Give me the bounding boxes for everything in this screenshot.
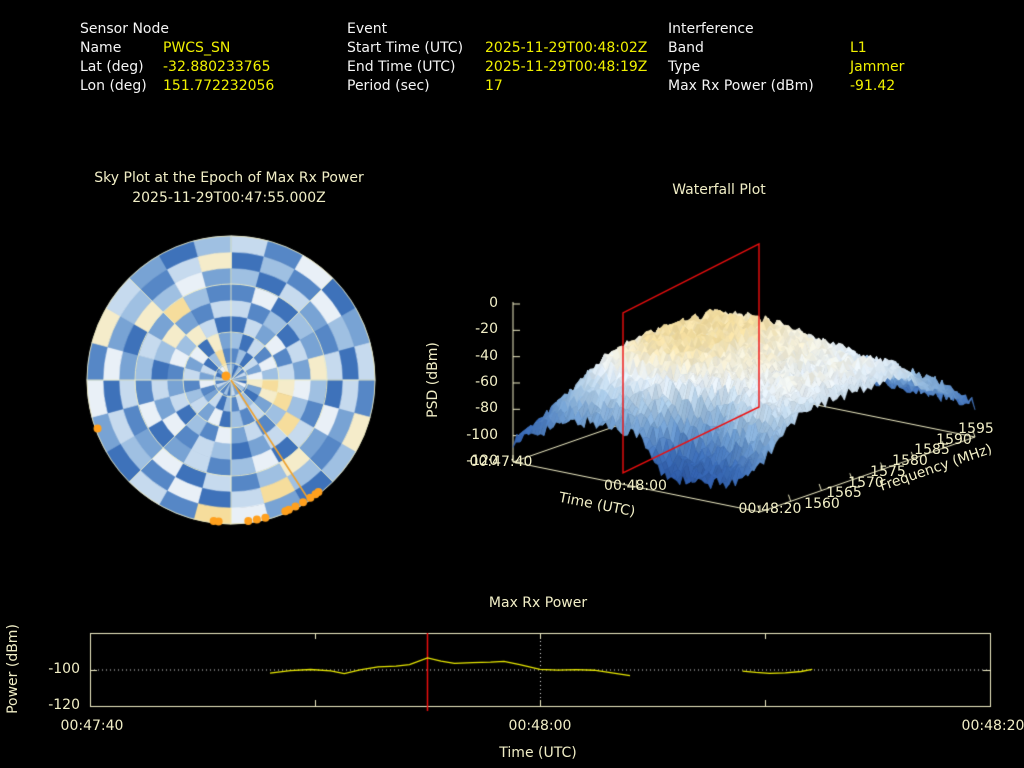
interference-row-value: -91.42 <box>850 78 896 94</box>
wf-freq-tick-label: 1585 <box>914 442 950 459</box>
event-row-label: Start Time (UTC) <box>347 40 464 56</box>
event-row-value: 17 <box>485 78 503 94</box>
event-row-value: 2025-11-29T00:48:02Z <box>485 40 648 56</box>
wf-psd-tick-label: -120 <box>466 452 498 469</box>
waterfall-title: Waterfall Plot <box>672 182 766 198</box>
interference-row-label: Band <box>668 40 704 56</box>
wf-psd-tick-label: -60 <box>475 373 498 390</box>
power-x-tick-label: 00:48:00 <box>508 718 572 734</box>
sensor-row-value: -32.880233765 <box>163 59 271 75</box>
power-y-tick-label: -120 <box>48 697 80 713</box>
sensor-row-value: PWCS_SN <box>163 40 231 56</box>
sky-plot-subtitle: 2025-11-29T00:47:55.000Z <box>132 190 326 206</box>
sensor-row-label: Lon (deg) <box>80 78 147 94</box>
wf-psd-tick-label: -80 <box>475 400 498 417</box>
wf-psd-tick-label: -40 <box>475 347 498 364</box>
wf-freq-tick-label: 1560 <box>804 496 840 512</box>
power-y-tick-label: -100 <box>48 661 80 677</box>
time-axis-label: Time (UTC) <box>499 745 577 761</box>
sensor-row-value: 151.772232056 <box>163 78 275 94</box>
event-section-title: Event <box>347 21 388 37</box>
interference-row-label: Type <box>668 59 701 75</box>
wf-freq-tick-label: 1570 <box>848 474 884 491</box>
wf-freq-tick-label: 1590 <box>936 431 972 448</box>
interference-row-value: L1 <box>850 40 867 56</box>
sensor-section-title: Sensor Node <box>80 21 169 37</box>
interference-section-title: Interference <box>668 21 754 37</box>
event-row-label: End Time (UTC) <box>347 59 456 75</box>
wf-psd-tick-label: -20 <box>475 321 498 338</box>
wf-freq-tick-label: 1580 <box>892 453 928 470</box>
power-x-tick-label: 00:48:20 <box>961 718 1024 734</box>
wf-time-tick-label: 00:47:40 <box>469 454 533 470</box>
wf-time-tick-label: 00:48:20 <box>738 501 802 517</box>
interference-row-value: Jammer <box>850 59 905 75</box>
wf-psd-tick-label: 0 <box>489 295 498 311</box>
power-plot-title: Max Rx Power <box>488 595 588 611</box>
wf-freq-tick-label: 1575 <box>870 463 906 480</box>
event-row-label: Period (sec) <box>347 78 430 94</box>
event-row-value: 2025-11-29T00:48:19Z <box>485 59 648 75</box>
wf-freq-tick-label: 1565 <box>826 485 862 502</box>
power-x-tick-label: 00:47:40 <box>60 718 124 734</box>
wf-freq-tick-label: 1595 <box>958 421 994 437</box>
sensor-row-label: Lat (deg) <box>80 59 144 75</box>
sky-plot-title: Sky Plot at the Epoch of Max Rx Power <box>94 170 364 186</box>
wf-time-tick-label: 00:48:00 <box>604 477 667 494</box>
wf-psd-tick-label: -100 <box>466 426 498 443</box>
interference-row-label: Max Rx Power (dBm) <box>668 78 814 94</box>
sensor-row-label: Name <box>80 40 122 56</box>
